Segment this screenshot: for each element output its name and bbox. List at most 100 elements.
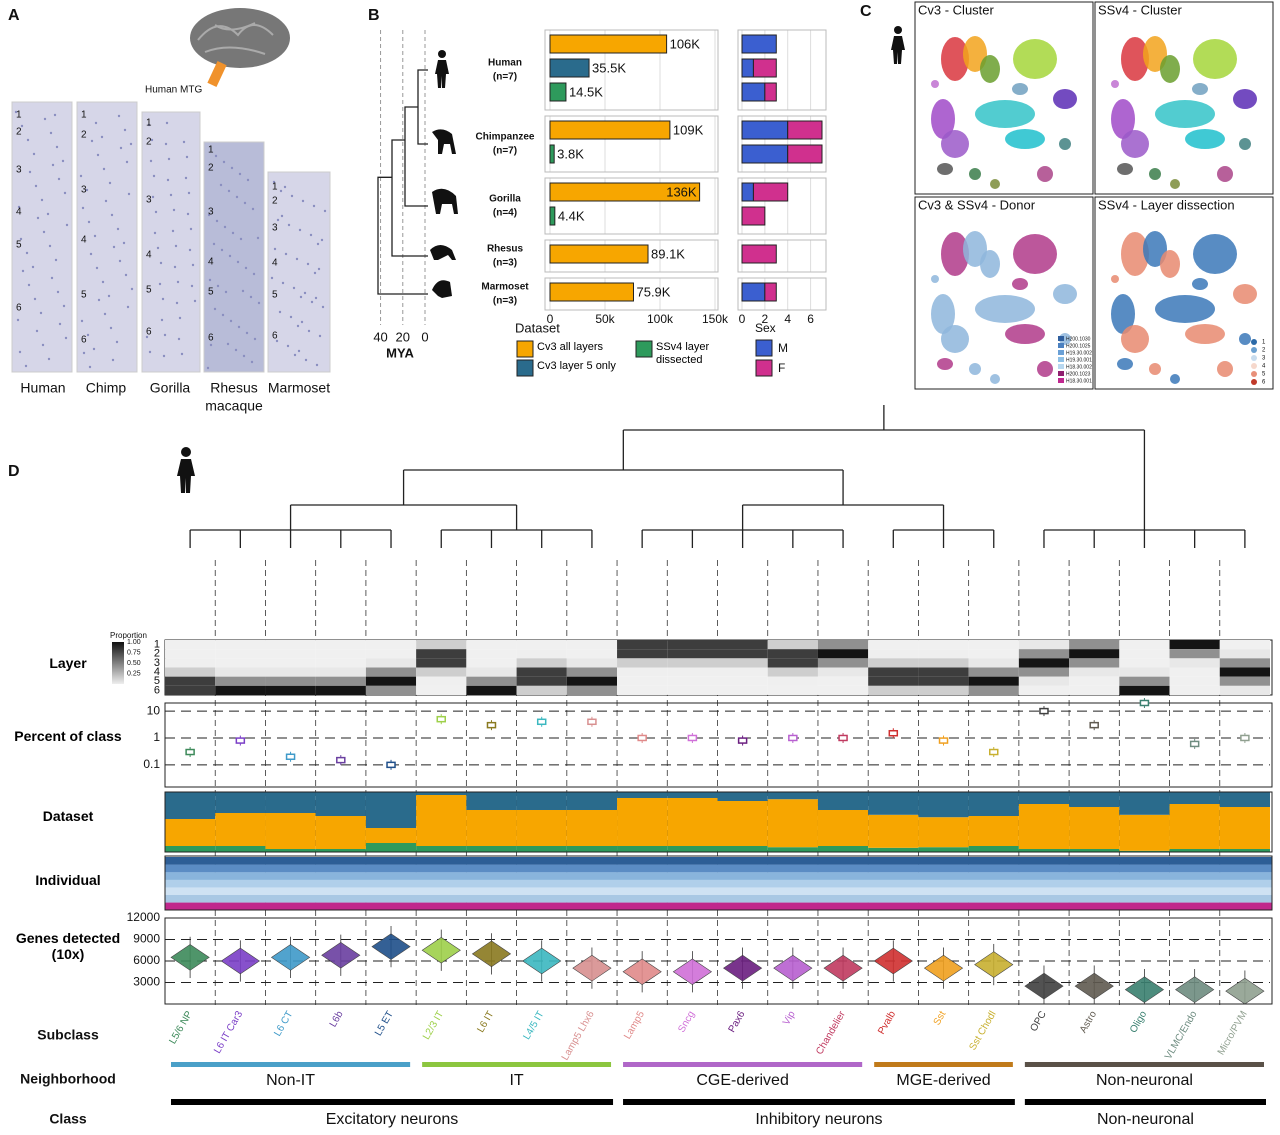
value-label: 3.8K: [557, 146, 584, 161]
legend-label: H19.30.002: [1066, 350, 1092, 356]
violin: [1225, 977, 1265, 1005]
row-frame: [164, 855, 1273, 911]
heatmap-cell: [165, 640, 216, 650]
umap-cluster: [1111, 275, 1119, 283]
heatmap-cell: [868, 649, 919, 659]
cell-texture: [162, 354, 166, 358]
cell-texture: [118, 259, 122, 263]
dataset-segment: [516, 810, 567, 846]
dataset-segment: [1219, 849, 1270, 852]
cell-texture: [190, 284, 194, 288]
cell-texture: [213, 307, 217, 311]
violin: [1024, 972, 1064, 1000]
bar: [549, 206, 556, 226]
heatmap-cell: [566, 667, 618, 677]
heatmap-cell: [1219, 640, 1270, 650]
cell-texture: [20, 124, 24, 128]
species-note: (n=7): [493, 146, 517, 157]
heatmap-cell: [1119, 676, 1170, 686]
violin: [421, 936, 461, 964]
cell-texture: [281, 281, 285, 285]
heatmap-cell: [767, 667, 818, 677]
cell-texture: [301, 199, 305, 203]
cell-texture: [55, 145, 59, 149]
layer-number: 6: [272, 331, 278, 342]
violin: [823, 954, 863, 982]
panel-frame: [544, 277, 719, 311]
x-tick-label: 0: [547, 312, 554, 326]
heatmap-cell: [717, 649, 768, 659]
legend-label-box: Cv3 all layers: [537, 341, 603, 353]
neighborhood-label: CGE-derived: [696, 1072, 788, 1089]
histology-image: [76, 101, 138, 373]
cell-texture: [154, 210, 158, 214]
heatmap-cell: [315, 667, 366, 677]
heatmap-cell: [1069, 658, 1120, 668]
legend-label-box: Cv3 layer 5 only: [537, 360, 616, 372]
heatmap-cell: [215, 676, 266, 686]
bar: [549, 244, 649, 264]
cell-texture: [46, 212, 50, 216]
cell-texture: [208, 278, 212, 282]
cell-texture: [102, 167, 106, 171]
cell-texture: [173, 265, 177, 269]
legend-gradient: [112, 642, 124, 684]
mya-tick-label: 0: [421, 329, 428, 344]
dataset-segment: [265, 849, 316, 852]
umap-cluster: [1155, 100, 1215, 128]
cell-texture: [24, 364, 28, 368]
umap-cluster: [1013, 39, 1057, 79]
legend-swatch: [1251, 363, 1257, 369]
cell-texture: [153, 231, 157, 235]
heatmap-cell: [1018, 676, 1070, 686]
species-note: (n=7): [493, 72, 517, 83]
point: [235, 737, 246, 744]
legend-label: M: [778, 341, 788, 355]
bar: [549, 282, 634, 302]
dataset-segment: [1219, 807, 1270, 849]
subclass-label: L5 ET: [373, 1009, 396, 1038]
cell-texture: [31, 265, 35, 269]
legend-title: Proportion: [110, 631, 147, 640]
cell-texture: [122, 241, 126, 245]
row-label-box: Dataset: [43, 808, 94, 824]
violin: [923, 954, 964, 982]
species-label: Gorilla: [150, 380, 191, 396]
cell-texture: [186, 212, 190, 216]
mya-tick-label: 20: [396, 329, 410, 344]
point: [737, 737, 748, 744]
cell-texture: [90, 139, 94, 143]
point: [185, 748, 195, 756]
cell-texture: [127, 192, 131, 196]
cell-texture: [109, 326, 113, 330]
heatmap-cell: [868, 667, 919, 677]
cell-texture: [297, 349, 301, 353]
heatmap-cell: [566, 658, 618, 668]
cell-texture: [212, 242, 216, 246]
panel-frame: [737, 177, 827, 235]
heatmap-cell: [767, 685, 818, 695]
row-title: Subclass: [37, 1027, 99, 1043]
dataset-segment: [667, 798, 718, 846]
umap-cluster: [1193, 234, 1237, 274]
x-tick-label: 0: [739, 312, 746, 326]
heatmap-cell: [215, 658, 266, 668]
cell-texture: [191, 263, 195, 267]
sex-bar: [741, 34, 777, 54]
x-tick-label: 4: [784, 312, 791, 326]
violin: [572, 954, 612, 982]
cell-texture: [256, 236, 260, 240]
umap-cluster: [1192, 83, 1208, 95]
cell-texture: [299, 295, 303, 299]
dataset-segment: [717, 801, 768, 846]
umap-cluster: [980, 55, 1000, 83]
cell-texture: [224, 290, 228, 294]
cell-texture: [234, 348, 238, 352]
layer-number: 1: [146, 118, 152, 129]
heatmap-cell: [717, 658, 768, 668]
dataset-segment: [1069, 792, 1120, 807]
layer-number: 4: [208, 257, 214, 268]
cell-texture: [95, 266, 99, 270]
cell-texture: [275, 339, 279, 343]
neighborhood-label: IT: [509, 1072, 523, 1089]
